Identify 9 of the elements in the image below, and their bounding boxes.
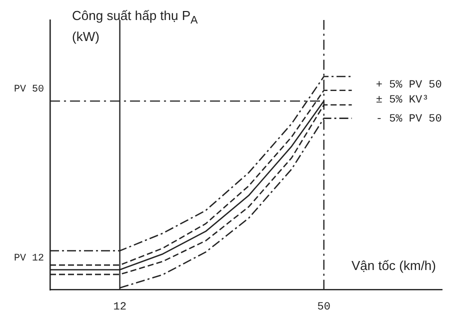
- x-axis-title: Vận tốc (km/h): [351, 258, 436, 273]
- x-tick-label: 50: [317, 301, 330, 314]
- annotation: ± 5% KV³: [376, 94, 429, 106]
- ref-line-label: PV 50: [14, 84, 44, 96]
- x-tick-label: 12: [113, 301, 126, 314]
- annotation: + 5% PV 50: [376, 79, 442, 92]
- annotation: - 5% PV 50: [376, 113, 442, 126]
- text: Công suất hấp thụ P$_{A}$ (kW): [72, 8, 198, 44]
- text: PV 12: [14, 253, 44, 264]
